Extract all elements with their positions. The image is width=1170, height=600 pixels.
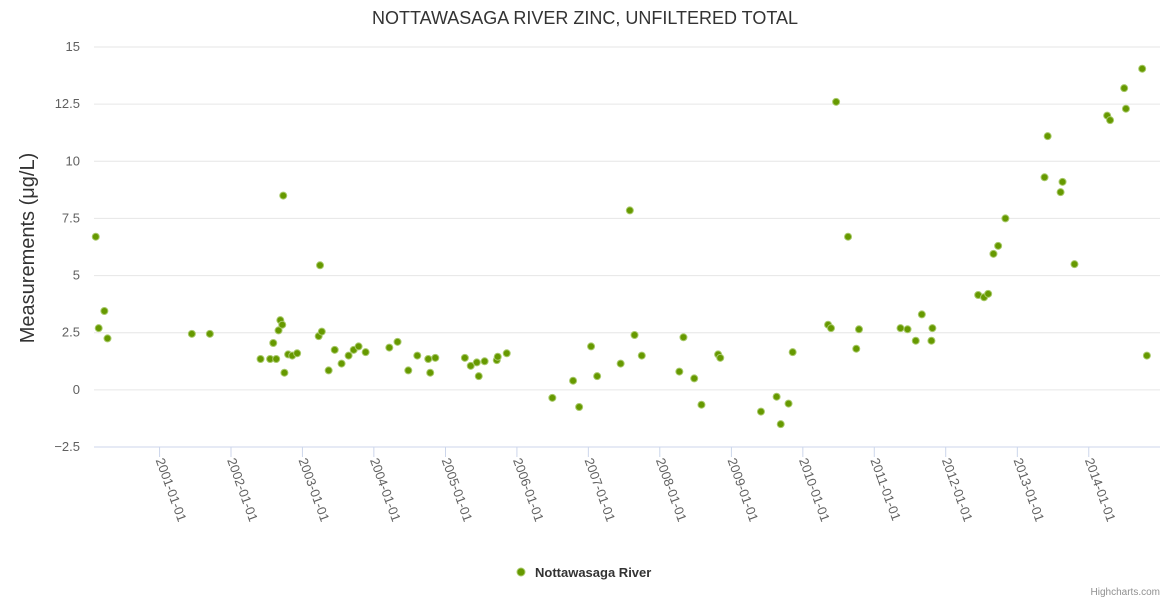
data-point[interactable] bbox=[474, 372, 483, 381]
data-point[interactable] bbox=[625, 206, 634, 215]
data-point[interactable] bbox=[1142, 351, 1151, 360]
data-point[interactable] bbox=[832, 97, 841, 106]
data-point[interactable] bbox=[293, 349, 302, 358]
data-point[interactable] bbox=[548, 393, 557, 402]
y-tick-label: 5 bbox=[73, 268, 80, 283]
y-tick-label: 10 bbox=[66, 153, 80, 168]
data-point[interactable] bbox=[269, 339, 278, 347]
data-point[interactable] bbox=[852, 344, 861, 353]
data-point[interactable] bbox=[280, 368, 289, 377]
data-point[interactable] bbox=[903, 325, 912, 334]
data-point[interactable] bbox=[855, 325, 864, 334]
data-point[interactable] bbox=[637, 351, 646, 360]
data-point[interactable] bbox=[187, 329, 196, 338]
data-point[interactable] bbox=[1070, 260, 1079, 269]
data-point[interactable] bbox=[911, 336, 920, 345]
data-point[interactable] bbox=[1121, 104, 1130, 113]
data-point[interactable] bbox=[844, 232, 853, 241]
credits-link[interactable]: Highcharts.com bbox=[1091, 587, 1160, 598]
data-point[interactable] bbox=[1040, 173, 1049, 182]
data-point[interactable] bbox=[94, 324, 103, 333]
y-axis-label: Measurements (μg/L) bbox=[17, 153, 39, 343]
y-tick-label: 7.5 bbox=[62, 210, 80, 225]
data-point[interactable] bbox=[697, 400, 706, 409]
data-point[interactable] bbox=[424, 355, 433, 363]
data-point[interactable] bbox=[361, 348, 370, 357]
data-point[interactable] bbox=[385, 343, 394, 352]
data-point[interactable] bbox=[316, 261, 325, 270]
data-point[interactable] bbox=[679, 333, 688, 342]
data-point[interactable] bbox=[587, 342, 596, 351]
data-point[interactable] bbox=[100, 307, 109, 315]
data-point[interactable] bbox=[337, 359, 346, 368]
data-point[interactable] bbox=[1056, 188, 1065, 197]
data-point[interactable] bbox=[827, 324, 836, 333]
data-point[interactable] bbox=[896, 324, 905, 333]
data-point[interactable] bbox=[772, 392, 781, 401]
data-point[interactable] bbox=[675, 367, 684, 376]
data-point[interactable] bbox=[788, 348, 797, 357]
data-point[interactable] bbox=[413, 351, 422, 360]
data-point[interactable] bbox=[616, 359, 625, 368]
data-point[interactable] bbox=[317, 327, 326, 336]
data-point[interactable] bbox=[205, 329, 214, 338]
data-point[interactable] bbox=[1120, 84, 1129, 93]
data-point[interactable] bbox=[1106, 116, 1115, 125]
y-tick-label: 15 bbox=[66, 39, 80, 54]
data-point[interactable] bbox=[272, 355, 281, 363]
y-tick-label: 12.5 bbox=[55, 96, 80, 111]
data-point[interactable] bbox=[994, 241, 1003, 250]
data-point[interactable] bbox=[1043, 132, 1052, 141]
data-point[interactable] bbox=[690, 374, 699, 383]
data-point[interactable] bbox=[1138, 64, 1147, 73]
data-point[interactable] bbox=[330, 345, 339, 354]
data-point[interactable] bbox=[493, 352, 502, 361]
y-tick-label: 0 bbox=[73, 382, 80, 397]
data-point[interactable] bbox=[984, 289, 993, 298]
data-point[interactable] bbox=[1001, 214, 1010, 223]
legend-marker-icon bbox=[516, 567, 526, 577]
data-point[interactable] bbox=[431, 353, 440, 362]
data-point[interactable] bbox=[404, 366, 413, 375]
data-point[interactable] bbox=[593, 372, 602, 381]
legend-label: Nottawasaga River bbox=[535, 565, 651, 580]
data-point[interactable] bbox=[393, 337, 402, 346]
data-point[interactable] bbox=[776, 420, 785, 429]
data-point[interactable] bbox=[927, 336, 936, 345]
data-point[interactable] bbox=[426, 368, 435, 377]
data-point[interactable] bbox=[278, 320, 287, 329]
data-point[interactable] bbox=[472, 358, 481, 367]
y-tick-label: −2.5 bbox=[54, 439, 80, 454]
data-point[interactable] bbox=[274, 326, 283, 335]
data-point[interactable] bbox=[989, 249, 998, 258]
data-point[interactable] bbox=[460, 353, 469, 362]
data-point[interactable] bbox=[928, 324, 937, 333]
data-point[interactable] bbox=[279, 191, 288, 200]
data-point[interactable] bbox=[569, 376, 578, 385]
y-axis-ticks: −2.5 0 2.5 5 7.5 10 12.5 15 bbox=[54, 39, 80, 454]
chart-title: NOTTAWASAGA RIVER ZINC, UNFILTERED TOTAL bbox=[372, 8, 798, 28]
data-point[interactable] bbox=[1058, 177, 1067, 186]
data-point[interactable] bbox=[716, 353, 725, 362]
data-point[interactable] bbox=[103, 334, 112, 343]
data-point[interactable] bbox=[324, 366, 333, 375]
data-point[interactable] bbox=[502, 349, 511, 358]
data-point[interactable] bbox=[466, 361, 475, 370]
grid-lines bbox=[94, 46, 1160, 391]
data-point[interactable] bbox=[630, 331, 639, 339]
legend-item[interactable]: Nottawasaga River bbox=[516, 565, 651, 580]
data-point[interactable] bbox=[575, 403, 584, 411]
data-point[interactable] bbox=[784, 399, 793, 408]
data-point[interactable] bbox=[917, 310, 926, 319]
y-tick-label: 2.5 bbox=[62, 325, 80, 340]
data-point[interactable] bbox=[256, 355, 265, 363]
data-point[interactable] bbox=[354, 342, 363, 351]
data-point[interactable] bbox=[344, 351, 353, 360]
series-points bbox=[91, 64, 1151, 429]
data-point[interactable] bbox=[756, 407, 765, 416]
data-point[interactable] bbox=[91, 232, 100, 241]
data-point[interactable] bbox=[480, 357, 489, 366]
